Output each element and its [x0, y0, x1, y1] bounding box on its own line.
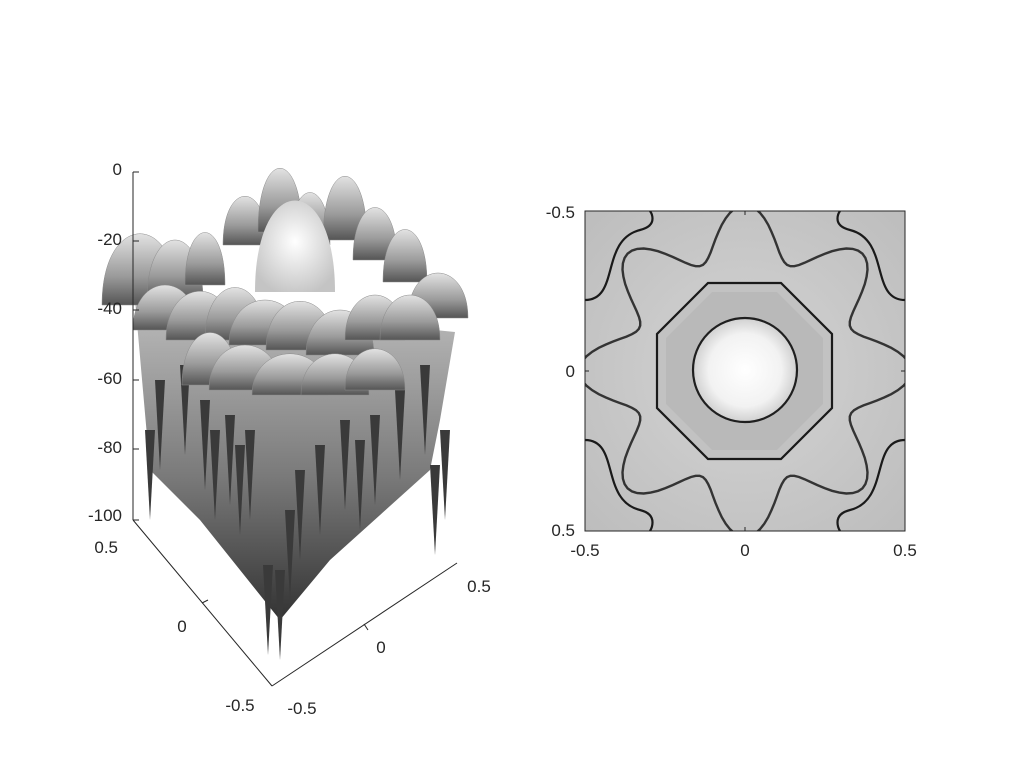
z-tick-label-0: 0 [113, 160, 122, 179]
surface-spike [355, 440, 365, 530]
surface-side-lobe [184, 232, 226, 286]
map-y-tick-label-max: 0.5 [551, 521, 575, 540]
z-tick-label-2: -40 [97, 299, 122, 318]
heatmap-plot: -0.5 0 0.5 -0.5 0 0.5 [546, 203, 917, 560]
surface-spike [340, 420, 350, 510]
x-tick-mark [363, 623, 369, 631]
y-tick-label-zero: 0 [177, 617, 186, 636]
map-x-tick-label-max: 0.5 [893, 541, 917, 560]
corner-curve-top-right [836, 211, 905, 302]
heatmap-tick-marks [584, 210, 906, 532]
surface-spike [245, 430, 255, 520]
outer-lobe-contour [585, 211, 905, 531]
z-tick-label-4: -80 [97, 438, 122, 457]
map-x-tick-label-min: -0.5 [570, 541, 599, 560]
map-y-tick-label-min: -0.5 [546, 203, 575, 222]
z-tick-label-5: -100 [88, 506, 122, 525]
surface-body [101, 168, 469, 660]
x-tick-label-zero: 0 [376, 638, 385, 657]
surface-side-lobe [379, 294, 441, 341]
corner-curve-top-left [585, 211, 654, 302]
surface-spike [155, 380, 165, 470]
corner-contours [585, 211, 905, 531]
z-tick-label-1: -20 [97, 230, 122, 249]
surface-spike [285, 510, 295, 600]
surface-spike [430, 465, 440, 555]
main-lobe-contour [691, 316, 799, 424]
surface-main-peak [255, 200, 335, 292]
y-tick-label-max: 0.5 [94, 538, 118, 557]
y-tick-mark [201, 599, 209, 604]
surface-spike [263, 565, 273, 655]
y-tick-label-min: -0.5 [225, 696, 254, 715]
surface-spike [370, 415, 380, 505]
surface-plot: 0 -20 -40 -60 -80 -100 0.5 0 -0.5 -0.5 0… [88, 160, 491, 718]
corner-curve-bottom-left [585, 438, 654, 531]
map-y-tick-label-zero: 0 [566, 362, 575, 381]
surface-spike [210, 430, 220, 520]
surface-spike [395, 390, 405, 480]
surface-spike [295, 470, 305, 560]
x-tick-label-max: 0.5 [467, 577, 491, 596]
surface-spike [235, 445, 245, 535]
corner-curve-bottom-right [836, 438, 905, 531]
surface-spike [200, 400, 210, 490]
surface-side-lobe [382, 229, 428, 283]
surface-spike [180, 365, 190, 455]
heatmap-image [585, 211, 905, 531]
x-tick-label-min: -0.5 [287, 699, 316, 718]
surface-spike [275, 570, 285, 660]
surface-side-lobe [344, 348, 406, 391]
map-x-tick-label-zero: 0 [740, 541, 749, 560]
surface-spike [420, 365, 430, 455]
surface-tick-marks [133, 171, 369, 631]
surface-spike [225, 415, 235, 505]
surface-spike [440, 430, 450, 520]
surface-spike [145, 430, 155, 520]
surface-spike [315, 445, 325, 535]
z-tick-label-3: -60 [97, 369, 122, 388]
